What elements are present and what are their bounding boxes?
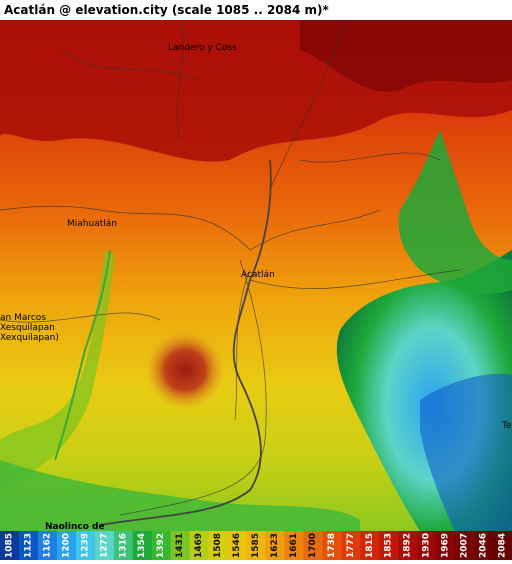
legend-swatch	[37, 531, 58, 560]
map-title: Acatlán @ elevation.city (scale 1085 .. …	[0, 0, 512, 20]
legend-label: 1277	[99, 533, 109, 558]
legend-swatch	[56, 531, 77, 560]
legend-label: 1162	[42, 533, 52, 558]
place-te: Te	[501, 421, 512, 431]
legend-label: 1815	[365, 533, 375, 558]
legend-label: 1354	[137, 533, 147, 558]
legend-swatch	[94, 531, 115, 560]
legend-label: 1623	[270, 533, 280, 558]
place-miahuatlan: Miahuatlán	[67, 219, 117, 229]
terrain-crater	[145, 330, 225, 410]
legend-swatch	[208, 531, 229, 560]
legend-label: 1777	[346, 533, 356, 558]
place-tlacolulan-paren: Xexquilapan)	[0, 333, 59, 343]
legend-label: 1123	[23, 533, 33, 558]
legend-swatch	[417, 531, 437, 560]
legend-label: 1508	[213, 533, 223, 558]
legend-swatch	[303, 531, 323, 560]
legend-label: 1431	[175, 533, 185, 558]
place-san-marcos: an Marcos	[0, 313, 46, 323]
legend-swatch	[360, 531, 380, 560]
legend-label: 1239	[80, 533, 90, 558]
place-acatlan: Acatlán	[241, 270, 275, 280]
legend-swatch	[189, 531, 210, 560]
legend-swatch	[75, 531, 96, 560]
legend-swatch	[493, 531, 512, 560]
legend-swatch	[284, 531, 304, 560]
legend-swatch	[132, 531, 153, 560]
legend-label: 1585	[251, 533, 261, 558]
terrain-northeast-high	[300, 20, 512, 92]
terrain-west-valley	[0, 250, 115, 490]
elevation-legend: 1085 1123 1162 1200 1239 1277 1316 1354 1392 1431…	[0, 531, 512, 560]
legend-label: 1700	[308, 533, 318, 558]
legend-label: 1738	[327, 533, 337, 558]
legend-swatch	[474, 531, 494, 560]
legend-swatch	[436, 531, 456, 560]
terrain-south-low	[0, 460, 360, 531]
legend-label: 1892	[403, 533, 413, 558]
legend-label: 1469	[194, 533, 204, 558]
legend-swatch	[227, 531, 248, 560]
legend-label: 1392	[156, 533, 166, 558]
terrain-east-deep	[420, 373, 512, 531]
legend-swatch	[18, 531, 39, 560]
legend-swatch	[322, 531, 342, 560]
legend-label: 1546	[232, 533, 242, 558]
elevation-map[interactable]: Landero y Coss Miahuatlán Acatlán an Mar…	[0, 20, 512, 531]
legend-swatch	[0, 531, 20, 560]
legend-swatch	[246, 531, 266, 560]
terrain-east-gorge	[398, 130, 512, 294]
river	[54, 249, 111, 461]
legend-label: 2046	[479, 533, 489, 558]
legend-swatch	[455, 531, 475, 560]
place-tlacolulan: Xesquilapan	[0, 323, 55, 333]
legend-label: 1930	[422, 533, 432, 558]
legend-swatch	[341, 531, 361, 560]
legend-label: 1853	[384, 533, 394, 558]
place-naolinco: Naolinco de	[45, 522, 105, 531]
legend-swatch	[113, 531, 134, 560]
place-landero-y-coss: Landero y Coss	[168, 43, 237, 53]
legend-label: 1969	[441, 533, 451, 558]
legend-label: 1085	[4, 533, 14, 558]
legend-swatch	[398, 531, 418, 560]
highway	[99, 159, 272, 526]
legend-swatch	[265, 531, 285, 560]
legend-label: 2007	[460, 533, 470, 558]
legend-swatch	[379, 531, 399, 560]
legend-swatch	[170, 531, 191, 560]
legend-label: 2084	[498, 533, 508, 558]
legend-swatch	[151, 531, 172, 560]
legend-label: 1200	[61, 533, 71, 558]
legend-label: 1316	[118, 533, 128, 558]
legend-label: 1661	[289, 533, 299, 558]
